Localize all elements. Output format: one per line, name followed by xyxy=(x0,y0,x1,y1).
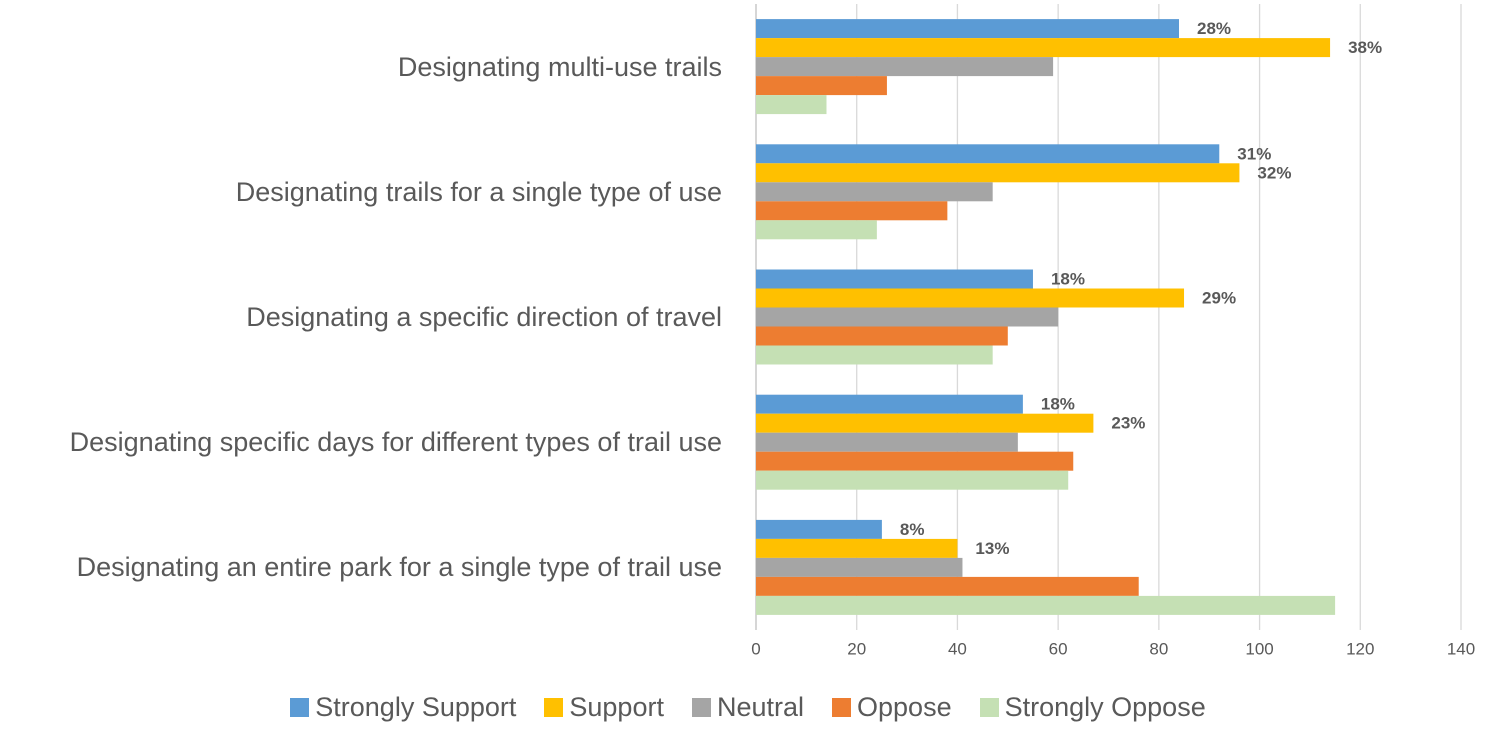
legend-item: Oppose xyxy=(832,692,952,723)
x-tick-label: 40 xyxy=(948,639,967,658)
bar xyxy=(756,413,1094,433)
bar xyxy=(756,95,827,115)
value-label: 8% xyxy=(900,520,925,539)
bar xyxy=(756,201,948,221)
value-label: 18% xyxy=(1051,269,1085,288)
value-label: 28% xyxy=(1197,19,1231,38)
category-label: Designating a specific direction of trav… xyxy=(0,300,722,334)
value-label: 18% xyxy=(1041,395,1075,414)
bar xyxy=(756,394,1023,414)
legend-label: Strongly Support xyxy=(315,692,517,722)
bar xyxy=(756,576,1139,596)
bar xyxy=(756,307,1059,327)
bar xyxy=(756,326,1008,346)
bar xyxy=(756,269,1033,289)
category-text: Designating specific days for different … xyxy=(69,427,722,458)
x-tick-label: 0 xyxy=(751,639,760,658)
legend-swatch xyxy=(691,698,711,717)
bar xyxy=(756,470,1069,490)
category-text: Designating multi-use trails xyxy=(397,51,722,82)
legend-label: Oppose xyxy=(857,692,952,722)
bar xyxy=(756,432,1018,452)
x-tick-label: 60 xyxy=(1049,639,1068,658)
bar xyxy=(756,538,958,558)
category-label: Designating multi-use trails xyxy=(0,50,722,84)
bar xyxy=(756,76,887,96)
category-label: Designating trails for a single type of … xyxy=(0,175,722,209)
legend-item: Strongly Oppose xyxy=(979,692,1206,723)
value-label: 31% xyxy=(1237,144,1271,163)
value-label: 23% xyxy=(1111,414,1145,433)
value-label: 29% xyxy=(1202,288,1236,307)
category-text: Designating a specific direction of trav… xyxy=(246,302,722,332)
bar xyxy=(756,57,1054,77)
bar xyxy=(756,595,1336,615)
legend-label: Neutral xyxy=(716,692,805,722)
x-tick-label: 20 xyxy=(847,639,866,658)
legend-swatch xyxy=(979,698,999,717)
legend-swatch xyxy=(544,698,564,717)
bar xyxy=(756,519,882,539)
value-label: 13% xyxy=(975,539,1009,558)
category-label: Designating an entire park for a single … xyxy=(0,550,722,584)
bar xyxy=(756,163,1240,183)
bar xyxy=(756,182,993,202)
legend-item: Support xyxy=(544,692,664,723)
bar xyxy=(756,19,1179,39)
category-label: Designating specific days for different … xyxy=(0,425,722,459)
category-text: Designating an entire park for a single … xyxy=(76,552,722,583)
x-tick-label: 100 xyxy=(1245,639,1273,658)
category-text: Designating trails for a single type of … xyxy=(235,176,722,207)
bar xyxy=(756,557,963,577)
value-label: 32% xyxy=(1257,163,1291,182)
legend-swatch xyxy=(832,698,852,717)
bar xyxy=(756,288,1185,308)
bar xyxy=(756,345,993,365)
legend-item: Neutral xyxy=(691,692,805,723)
value-label: 38% xyxy=(1348,38,1382,57)
legend-label: Support xyxy=(569,692,664,722)
bar xyxy=(756,451,1074,471)
bar xyxy=(756,38,1331,58)
legend: Strongly Support Support Neutral Oppose Stro… xyxy=(0,692,1496,723)
x-tick-label: 120 xyxy=(1346,639,1374,658)
legend-swatch xyxy=(290,698,310,717)
legend-label: Strongly Oppose xyxy=(1004,692,1206,722)
legend-item: Strongly Support xyxy=(290,692,516,723)
bar xyxy=(756,220,877,240)
bar xyxy=(756,144,1220,164)
x-tick-label: 80 xyxy=(1149,639,1168,658)
x-tick-label: 140 xyxy=(1447,639,1475,658)
